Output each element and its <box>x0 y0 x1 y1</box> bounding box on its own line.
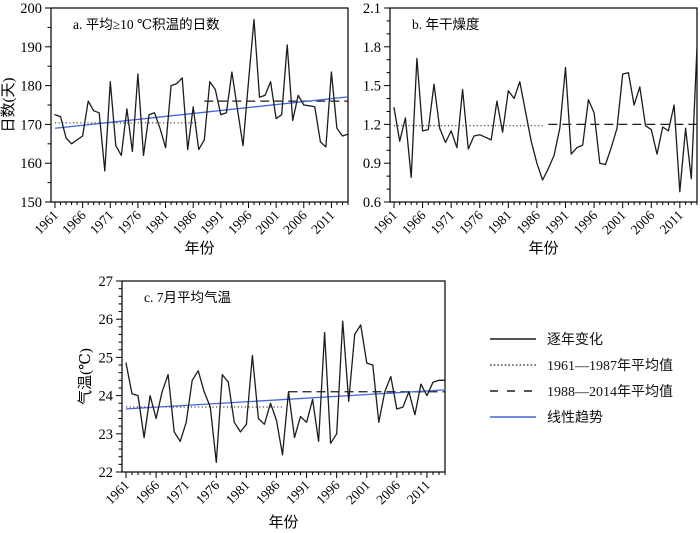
y-tick-label: 150 <box>20 195 42 211</box>
x-tick-label: 1976 <box>114 207 144 237</box>
x-tick-label: 2001 <box>343 478 373 508</box>
legend-item-label: 线性趋势 <box>547 411 603 426</box>
x-tick-label: 2001 <box>253 208 283 238</box>
x-tick-label: 2011 <box>308 208 337 237</box>
x-tick-label: 1976 <box>193 477 223 507</box>
x-tick-label: 1966 <box>133 477 163 507</box>
x-tick-label: 1971 <box>163 478 193 508</box>
x-tick-label: 1961 <box>370 208 400 238</box>
x-tick-label: 1961 <box>102 478 132 508</box>
x-tick-label: 1991 <box>283 478 313 508</box>
x-axis-title: 年份 <box>268 514 298 531</box>
chart-panel-c: 22 23 24 25 26 27 1961 1966 1971 1976 1981 1986 1991… <box>70 266 460 533</box>
x-tick-label: 1986 <box>513 207 543 237</box>
x-tick-label: 1971 <box>87 208 117 238</box>
x-tick-label: 1966 <box>59 207 89 237</box>
y-tick-label: 26 <box>99 312 114 328</box>
x-tick-label: 1961 <box>31 208 61 238</box>
y-tick-label: 24 <box>99 389 114 405</box>
chart-a-svg: 1501601701801902001961196619711976198119… <box>0 1 349 257</box>
panel-title: c. 7月平均气温 <box>144 290 231 305</box>
legend: 逐年变化 1961—1987年平均值 1988—2014年平均值 线性趋势 <box>489 326 699 430</box>
series-line <box>54 18 349 172</box>
y-tick-label: 27 <box>99 274 114 290</box>
legend-item-label: 1961—1987年平均值 <box>547 359 673 374</box>
y-tick-label: 1.8 <box>363 40 381 56</box>
x-tick-label: 1986 <box>253 477 283 507</box>
x-tick-label: 2006 <box>373 477 403 507</box>
blue-line-sample-icon <box>490 416 536 418</box>
x-tick-label: 1971 <box>428 208 458 238</box>
x-tick-label: 1986 <box>170 207 200 237</box>
plot-frame <box>121 280 446 473</box>
dashed-line-sample-icon <box>490 390 536 392</box>
legend-item-label: 逐年变化 <box>547 333 603 348</box>
x-tick-label: 1991 <box>542 208 572 238</box>
x-tick-label: 1981 <box>142 208 172 238</box>
y-tick-label: 200 <box>20 1 42 17</box>
series-line <box>393 46 698 193</box>
trend-line <box>125 389 446 410</box>
chart-panel-b: 0.6 0.9 1.2 1.5 1.8 2.1 1961 1966 1971 1976 1981 19… <box>355 0 700 266</box>
x-tick-label: 2011 <box>404 478 433 507</box>
legend-item-label: 1988—2014年平均值 <box>547 385 673 400</box>
legend-item-mean-1988-2014: 1988—2014年平均值 <box>489 378 699 404</box>
y-tick-label: 1.5 <box>363 79 381 95</box>
chart-c-svg: 22 23 24 25 26 27 1961 1966 1971 1976 1981 1986 1991… <box>77 274 446 531</box>
x-tick-label: 1991 <box>197 208 227 238</box>
y-tick-label: 190 <box>20 40 42 56</box>
y-axis-title: 日数(天) <box>0 78 17 133</box>
x-tick-label: 1996 <box>571 207 601 237</box>
series-line <box>125 320 446 464</box>
solid-line-sample-icon <box>490 338 536 340</box>
y-tick-label: 2.1 <box>363 1 381 17</box>
x-tick-label: 1996 <box>313 477 343 507</box>
legend-item-annual-series: 逐年变化 <box>489 326 699 352</box>
dotted-line-sample-icon <box>490 364 536 366</box>
x-tick-label: 1966 <box>399 207 429 237</box>
legend-item-linear-trend: 线性趋势 <box>489 404 699 430</box>
x-tick-label: 1981 <box>223 478 253 508</box>
y-tick-label: 160 <box>20 156 42 172</box>
trend-line <box>54 96 349 129</box>
y-tick-label: 25 <box>99 350 114 366</box>
legend-item-mean-1961-1987: 1961—1987年平均值 <box>489 352 699 378</box>
x-axis-title: 年份 <box>184 240 214 257</box>
x-tick-label: 1996 <box>225 207 255 237</box>
x-tick-label: 2001 <box>599 208 629 238</box>
x-tick-label: 2011 <box>657 208 686 237</box>
x-tick-label: 1976 <box>456 207 486 237</box>
y-tick-label: 23 <box>99 427 114 443</box>
y-tick-label: 180 <box>20 79 42 95</box>
x-tick-label: 2006 <box>628 207 658 237</box>
y-tick-label: 22 <box>99 465 114 481</box>
y-tick-label: 0.6 <box>363 195 381 211</box>
x-axis-title: 年份 <box>528 240 558 257</box>
chart-b-svg: 0.60.91.21.51.82.11961196619711976198119… <box>363 1 698 257</box>
panel-title: a. 平均≥10 ℃积温的日数 <box>73 17 220 32</box>
plot-frame <box>389 7 698 203</box>
y-tick-label: 170 <box>20 117 42 133</box>
x-tick-label: 1981 <box>485 208 515 238</box>
x-tick-label: 2006 <box>280 207 310 237</box>
y-tick-label: 1.2 <box>363 117 381 133</box>
panel-title: b. 年干燥度 <box>412 17 480 32</box>
y-axis-title: 气温(℃) <box>77 348 94 405</box>
chart-panel-a: 150 160 170 180 190 200 1961 1966 1971 1976 1981 19… <box>0 0 356 266</box>
y-tick-label: 0.9 <box>363 156 381 172</box>
